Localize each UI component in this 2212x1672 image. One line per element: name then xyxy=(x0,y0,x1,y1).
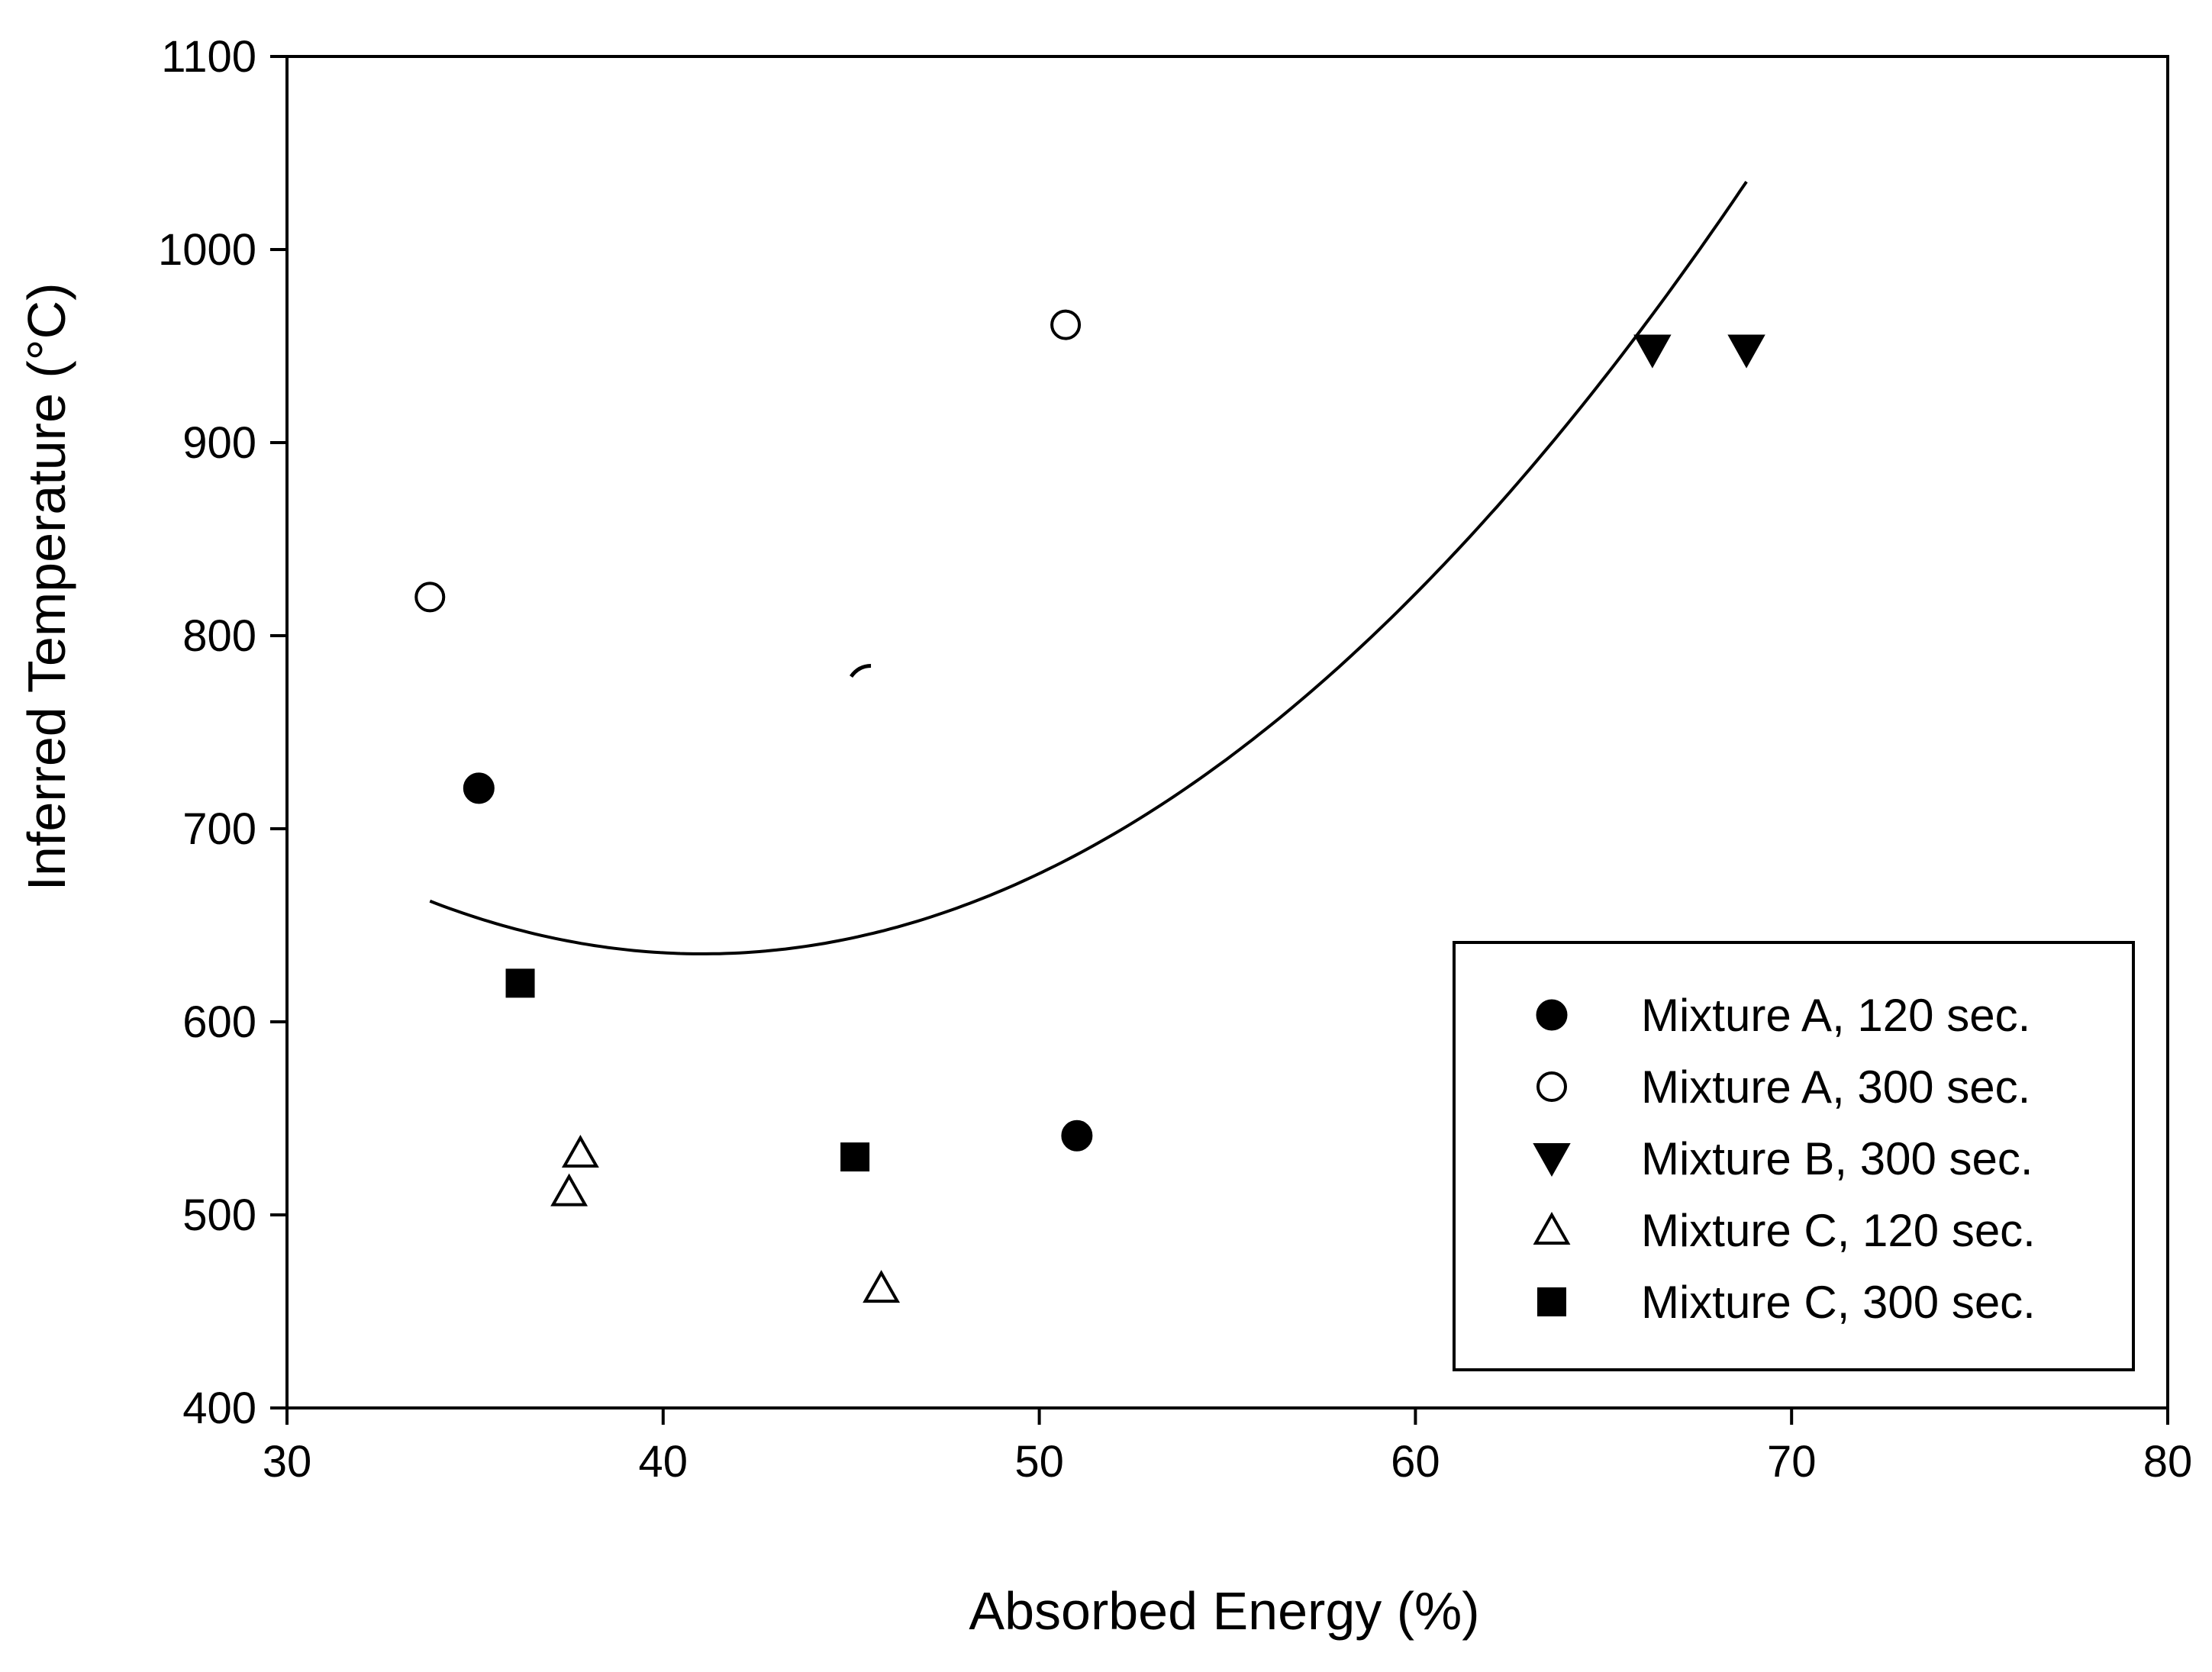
data-point-series-4 xyxy=(863,1270,901,1303)
fit-curve xyxy=(429,180,1748,955)
data-point-series-4 xyxy=(561,1134,599,1168)
y-tick-label: 500 xyxy=(182,1190,256,1240)
y-axis: 400 500 600 700 800 900 1000 1100 xyxy=(158,32,287,1433)
legend-label: Mixture C, 120 sec. xyxy=(1641,1205,2036,1256)
data-point-series-5 xyxy=(840,1142,870,1172)
x-tick-label: 80 xyxy=(2143,1437,2193,1487)
x-tick-label: 40 xyxy=(639,1437,688,1487)
x-axis-title: Absorbed Energy (%) xyxy=(969,1581,1479,1641)
y-tick-label: 600 xyxy=(182,997,256,1047)
legend-marker xyxy=(1537,1287,1566,1316)
plot-frame xyxy=(285,55,2169,1409)
x-tick-label: 60 xyxy=(1391,1437,1440,1487)
x-tick-label: 30 xyxy=(263,1437,312,1487)
data-point-series-5 xyxy=(505,968,535,998)
legend-marker xyxy=(1536,999,1568,1031)
x-tick-label: 50 xyxy=(1014,1437,1064,1487)
y-axis-title: Inferred Temperature (°C) xyxy=(17,282,76,891)
legend-label: Mixture B, 300 sec. xyxy=(1641,1133,2033,1184)
legend: Mixture A, 120 sec. Mixture A, 300 sec. Mi… xyxy=(1453,941,2135,1371)
y-tick-label: 1000 xyxy=(158,225,256,275)
x-axis: 30 40 50 60 70 80 xyxy=(263,1408,2193,1487)
x-tick-label: 70 xyxy=(1767,1437,1817,1487)
stray-mark xyxy=(850,664,872,678)
data-point-series-2 xyxy=(414,581,446,613)
legend-label: Mixture C, 300 sec. xyxy=(1641,1277,2036,1328)
legend-marker xyxy=(1533,1143,1571,1177)
y-tick-label: 700 xyxy=(182,804,256,854)
data-point-series-4 xyxy=(550,1173,588,1206)
legend-marker xyxy=(1533,1211,1571,1245)
y-tick-label: 1100 xyxy=(161,32,256,82)
data-point-series-2 xyxy=(1050,309,1082,340)
data-points xyxy=(414,309,1765,1303)
y-tick-label: 900 xyxy=(182,418,256,468)
legend-label: Mixture A, 120 sec. xyxy=(1641,990,2030,1041)
y-tick-label: 800 xyxy=(182,611,256,661)
legend-marker xyxy=(1536,1071,1567,1102)
fit-curve-layer xyxy=(429,180,1748,955)
plot-border xyxy=(285,55,2169,1409)
data-point-series-3 xyxy=(1633,334,1672,369)
y-tick-label: 400 xyxy=(182,1384,256,1433)
data-point-series-3 xyxy=(1727,334,1765,369)
data-point-series-1 xyxy=(1061,1119,1093,1152)
data-point-series-1 xyxy=(463,772,495,804)
legend-label: Mixture A, 300 sec. xyxy=(1641,1062,2030,1113)
